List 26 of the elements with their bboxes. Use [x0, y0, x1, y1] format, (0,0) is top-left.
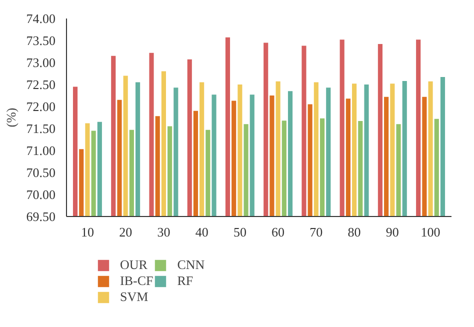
y-tick-label: 72.50: [26, 77, 56, 92]
y-tick-label: 73.50: [26, 33, 56, 48]
x-tick-label: 10: [80, 224, 94, 240]
legend-label: CNN: [177, 257, 205, 273]
legend-label: IB-CF: [120, 273, 154, 289]
y-axis-title: (%): [3, 108, 18, 128]
x-tick-label: 50: [233, 224, 246, 240]
y-tick-label: 69.50: [26, 209, 56, 224]
y-tick-label: 70.50: [26, 165, 56, 180]
legend-label: SVM: [120, 289, 148, 305]
y-tick-label: 74.00: [26, 11, 56, 26]
x-tick-label: 70: [310, 224, 323, 240]
y-tick-label: 71.50: [26, 121, 56, 136]
legend-label: OUR: [120, 257, 148, 273]
legend-label: RF: [177, 273, 194, 289]
y-tick-label: 73.00: [26, 55, 56, 70]
x-tick-label: 90: [386, 224, 399, 240]
x-tick-label: 80: [348, 224, 361, 240]
y-tick-label: 70.00: [26, 187, 56, 202]
y-tick-label: 71.00: [26, 143, 56, 158]
x-tick-label: 40: [195, 224, 208, 240]
x-tick-label: 30: [157, 224, 170, 240]
x-tick-label: 20: [119, 224, 132, 240]
y-tick-label: 72.00: [26, 99, 56, 114]
x-tick-label: 100: [420, 224, 440, 240]
x-tick-label: 60: [272, 224, 285, 240]
